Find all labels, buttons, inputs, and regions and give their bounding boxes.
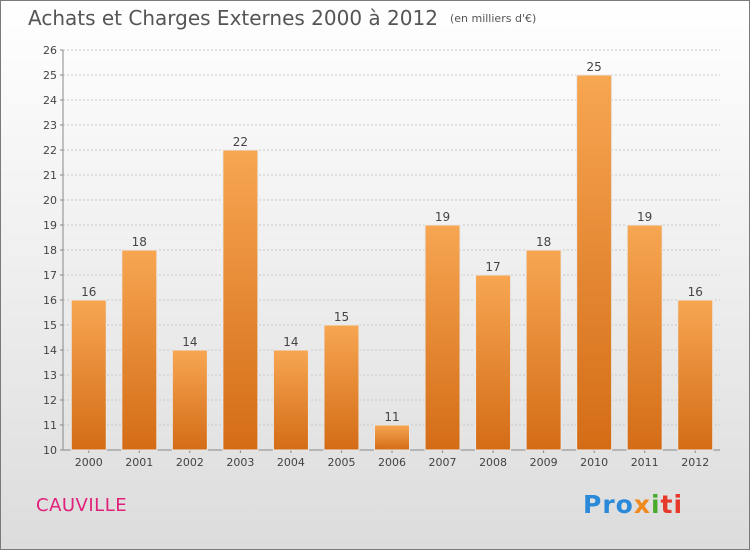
bar-value-label: 16 (688, 285, 703, 299)
y-tick-label: 13 (43, 369, 57, 382)
bar (323, 324, 360, 451)
bar (626, 224, 663, 451)
bar (576, 74, 613, 451)
y-tick-label: 17 (43, 269, 57, 282)
x-tick-label: 2002 (176, 456, 204, 469)
y-tick-label: 19 (43, 219, 57, 232)
y-tick-label: 11 (43, 419, 57, 432)
bar-value-label: 11 (384, 410, 399, 424)
bar (272, 349, 309, 451)
axes: 10 11 12 13 14 15 16 17 18 19 20 21 22 23 24 25 26 2000 20… (43, 44, 720, 469)
labels: 16 18 14 22 14 15 11 19 17 18 25 19 16 (81, 60, 703, 424)
x-tick-label: 2008 (479, 456, 507, 469)
bar-value-label: 16 (81, 285, 96, 299)
y-tick-label: 24 (43, 94, 57, 107)
bar (677, 299, 714, 451)
x-tick-label: 2011 (631, 456, 659, 469)
y-tick-label: 25 (43, 69, 57, 82)
bar-value-label: 17 (485, 260, 500, 274)
bar (121, 249, 158, 451)
y-tick-label: 16 (43, 294, 57, 307)
y-tick-label: 14 (43, 344, 57, 357)
x-tick-label: 2003 (226, 456, 254, 469)
y-tick-label: 20 (43, 194, 57, 207)
bar-value-label: 18 (536, 235, 551, 249)
y-tick-label: 10 (43, 444, 57, 457)
bar-value-label: 19 (637, 210, 652, 224)
bar-value-label: 25 (587, 60, 602, 74)
bars (70, 74, 714, 451)
bar (222, 149, 259, 451)
x-tick-label: 2009 (530, 456, 558, 469)
bar (171, 349, 208, 451)
x-tick-label: 2001 (125, 456, 153, 469)
y-tick-label: 18 (43, 244, 57, 257)
y-tick-label: 22 (43, 144, 57, 157)
bar-value-label: 14 (182, 335, 197, 349)
x-tick-label: 2007 (429, 456, 457, 469)
bar-value-label: 15 (334, 310, 349, 324)
proxiti-logo: Proxiti (583, 490, 684, 519)
x-tick-label: 2005 (327, 456, 355, 469)
x-tick-label: 2000 (75, 456, 103, 469)
chart-title: Achats et Charges Externes 2000 à 2012 (28, 6, 438, 30)
grid-lines (63, 49, 720, 426)
bar-value-label: 18 (132, 235, 147, 249)
x-tick-label: 2006 (378, 456, 406, 469)
x-tick-label: 2004 (277, 456, 305, 469)
bar-value-label: 14 (283, 335, 298, 349)
chart-unit: (en milliers d'€) (449, 12, 537, 25)
x-tick-label: 2010 (580, 456, 608, 469)
commune-name: CAUVILLE (36, 495, 128, 516)
bar (70, 299, 107, 451)
chart-title-block: Achats et Charges Externes 2000 à 2012 (e… (28, 6, 536, 30)
bar (374, 424, 410, 451)
y-tick-label: 12 (43, 394, 57, 407)
y-tick-label: 21 (43, 169, 57, 182)
y-tick-label: 26 (43, 44, 57, 57)
y-tick-label: 15 (43, 319, 57, 332)
bar (525, 249, 562, 451)
bar (475, 274, 512, 451)
y-tick-label: 23 (43, 119, 57, 132)
x-tick-label: 2012 (681, 456, 709, 469)
bar-value-label: 19 (435, 210, 450, 224)
bar-value-label: 22 (233, 135, 248, 149)
bar (424, 224, 461, 451)
